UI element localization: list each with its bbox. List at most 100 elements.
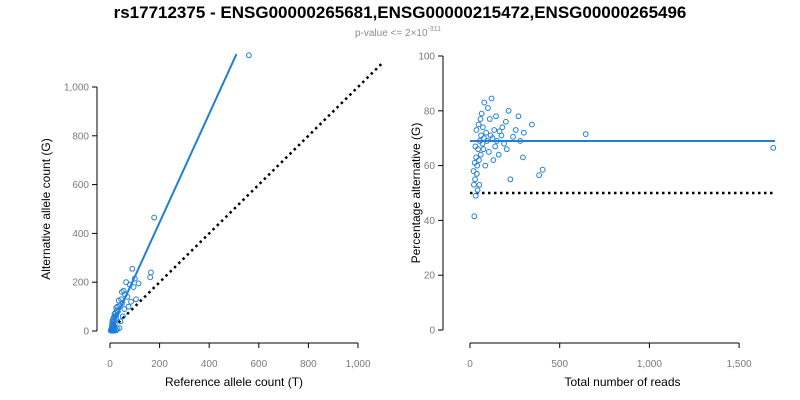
right-panel-data-point (512, 127, 519, 133)
left-panel-data-point (123, 279, 130, 286)
right-panel-data-point (520, 154, 526, 161)
right-panel-y-tick-label: 20 (424, 271, 436, 282)
right-panel-data-point (474, 187, 481, 194)
left-panel-y-tick-label: 0 (83, 327, 89, 338)
right-panel-data-point (472, 176, 478, 183)
right-panel-x-axis-label: Total number of reads (564, 375, 680, 389)
left-panel-x-tick-label: 1,000 (345, 359, 370, 370)
right-panel-data-point (478, 110, 485, 117)
left-panel-y-tick-label: 400 (72, 229, 89, 240)
right-panel-y-tick-label: 60 (424, 161, 436, 172)
right-panel-data-point (490, 157, 497, 164)
right-panel-data-point (496, 128, 503, 135)
left-panel-data-point (117, 318, 124, 325)
right-panel-data-point (472, 192, 479, 199)
left-panel-x-tick-label: 200 (151, 359, 168, 370)
left-panel-x-tick-label: 800 (300, 359, 317, 370)
right-panel-data-point (476, 181, 483, 188)
left-panel-y-axis-label: Alternative allele count (G) (39, 138, 53, 279)
right-panel-data-point (507, 176, 514, 183)
left-panel-data-point (116, 325, 123, 331)
left-panel-data-point (245, 52, 252, 59)
right-panel-y-tick-label: 80 (424, 106, 436, 117)
right-panel-data-point (501, 140, 507, 147)
right-panel-data-point (515, 113, 522, 120)
left-panel-data-point (119, 313, 126, 320)
right-panel-data-point (480, 146, 487, 153)
right-panel-data-point (510, 133, 516, 140)
right-panel-data-point (503, 146, 510, 153)
left-panel-y-tick-label: 600 (72, 180, 89, 191)
right-panel-data-point (492, 143, 499, 150)
left-panel-data-point (135, 280, 142, 287)
right-panel-data-point (475, 121, 482, 128)
right-panel-data-point (485, 105, 491, 111)
right-panel-data-point (520, 129, 527, 136)
right-panel-data-point (471, 181, 477, 188)
left-panel-y-tick-label: 800 (72, 131, 89, 142)
left-panel-x-axis-label: Reference allele count (T) (165, 375, 303, 389)
left-panel-data-point (151, 214, 158, 221)
p-value-exponent: -311 (428, 26, 442, 33)
left-panel-data-point (133, 296, 139, 303)
left-panel-data-point (121, 306, 128, 312)
left-panel-x-tick-label: 0 (107, 359, 113, 370)
right-panel-data-point (486, 116, 493, 122)
right-panel-data-point (536, 172, 542, 179)
right-panel-data-point (473, 127, 480, 133)
right-panel-data-point (483, 129, 490, 136)
left-panel-plot-area (107, 52, 384, 334)
left-panel-reference-line (109, 61, 384, 332)
left-panel-x-tick-label: 600 (250, 359, 267, 370)
right-panel-data-point (481, 99, 488, 106)
right-panel-data-point (485, 149, 492, 155)
right-panel-y-axis-label: Percentage alternative (G) (409, 123, 423, 264)
left-panel-data-point (129, 265, 136, 272)
left-panel-data-point (128, 298, 134, 305)
right-panel-data-point (477, 151, 484, 158)
left-panel-x-tick-label: 400 (201, 359, 218, 370)
right-panel-data-point (482, 162, 489, 169)
right-panel-data-point (471, 213, 478, 220)
right-panel-data-point (480, 124, 486, 131)
left-panel: 0 200 400 600 800 1,000 0 200 400 600 800 1,000 Refe… (39, 52, 384, 389)
right-panel-data-point (471, 159, 478, 166)
right-panel-data-point (477, 116, 484, 122)
right-panel-data-point (528, 121, 535, 128)
right-panel-x-tick-label: 1,500 (727, 359, 752, 370)
right-panel-data-point (478, 132, 485, 139)
right-panel-y-tick-label: 100 (418, 52, 435, 63)
left-panel-y-tick-label: 200 (72, 278, 89, 289)
right-panel-data-point (582, 131, 589, 137)
right-panel-data-point (473, 170, 480, 177)
chart-title: rs17712375 - ENSG00000265681,ENSG0000021… (114, 3, 687, 22)
right-panel: 0 20 40 60 80 100 0 500 1,000 1,500 Total number o… (409, 52, 777, 389)
p-value-prefix: p-value <= 2×10 (355, 28, 428, 39)
right-panel-data-point (770, 144, 777, 151)
right-panel-data-point (487, 132, 494, 139)
right-panel-x-tick-label: 1,000 (637, 359, 662, 370)
right-panel-y-tick-label: 40 (424, 216, 436, 227)
right-panel-x-tick-label: 0 (467, 359, 473, 370)
right-panel-data-point (470, 168, 477, 174)
right-panel-data-point (491, 127, 498, 133)
right-panel-data-point (539, 166, 546, 173)
right-panel-data-point (493, 113, 499, 120)
left-panel-fit-line (109, 53, 238, 332)
left-panel-data-point (147, 274, 154, 281)
right-panel-data-point (472, 143, 479, 150)
right-panel-data-point (488, 95, 495, 102)
right-panel-data-point (499, 124, 506, 131)
right-panel-x-tick-label: 500 (551, 359, 568, 370)
right-panel-data-point (473, 154, 480, 161)
chart-subtitle: p-value <= 2×10-311 (355, 26, 441, 39)
left-panel-data-point (130, 284, 137, 290)
right-panel-data-point (505, 107, 512, 114)
left-panel-y-tick-label: 1,000 (64, 83, 89, 94)
right-panel-data-point (495, 151, 502, 158)
left-panel-data-point (148, 269, 154, 276)
right-panel-data-point (502, 118, 509, 125)
right-panel-y-tick-label: 0 (429, 326, 435, 337)
left-panel-data-point (125, 303, 132, 310)
